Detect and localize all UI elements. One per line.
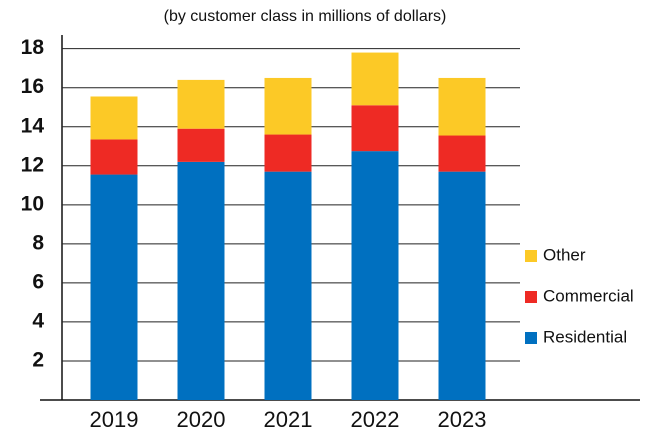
legend-swatch	[525, 332, 537, 344]
legend-label: Residential	[543, 327, 627, 346]
bar-segment	[264, 134, 312, 172]
y-tick-label: 16	[21, 75, 44, 98]
legend-label: Commercial	[543, 286, 634, 305]
x-tick-label: 2019	[90, 407, 139, 432]
bar-segment	[177, 128, 225, 162]
y-tick-label: 6	[32, 270, 44, 293]
x-tick-label: 2021	[264, 407, 313, 432]
bar-segment	[264, 77, 312, 135]
bar-segment	[264, 171, 312, 400]
y-tick-label: 2	[32, 349, 44, 372]
legend-label: Other	[543, 245, 586, 264]
bar-segment	[90, 96, 138, 140]
bar-segment	[438, 135, 486, 172]
legend-swatch	[525, 291, 537, 303]
y-tick-label: 4	[32, 309, 44, 332]
y-tick-label: 10	[21, 192, 44, 215]
x-tick-label: 2020	[177, 407, 226, 432]
bar-segment	[351, 151, 399, 400]
y-tick-label: 12	[21, 153, 44, 176]
y-tick-label: 18	[21, 36, 45, 59]
y-tick-label: 8	[32, 231, 44, 254]
bar-segment	[351, 105, 399, 152]
bar-segment	[351, 52, 399, 106]
bar-segment	[177, 161, 225, 400]
bar-segment	[90, 139, 138, 175]
legend-swatch	[525, 250, 537, 262]
chart-subtitle: (by customer class in millions of dollar…	[164, 8, 447, 25]
x-tick-label: 2022	[351, 407, 400, 432]
bar-segment	[438, 171, 486, 400]
bar-segment	[438, 77, 486, 136]
x-tick-label: 2023	[438, 407, 487, 432]
bar-segment	[90, 174, 138, 400]
y-tick-label: 14	[21, 114, 45, 137]
bar-segment	[177, 79, 225, 129]
